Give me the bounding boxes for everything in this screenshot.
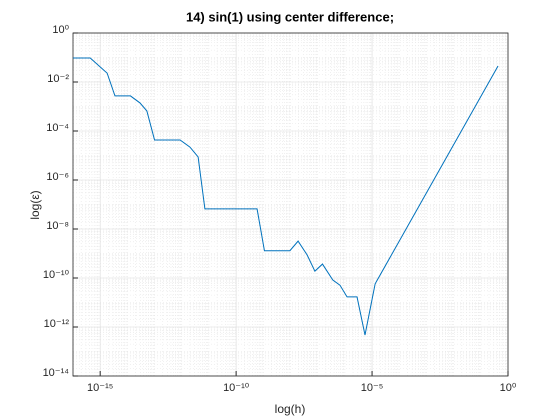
y-tick-label: 10⁻⁸ (46, 220, 69, 232)
y-tick-label: 10⁻¹⁴ (43, 367, 70, 379)
x-tick-label: 10⁻¹⁵ (87, 382, 113, 394)
x-tick-label: 10⁻⁵ (361, 382, 384, 394)
y-tick-label: 10⁰ (52, 24, 69, 36)
y-tick-label: 10⁻¹⁰ (43, 269, 70, 281)
plot-frame (72, 32, 509, 377)
y-tick-label: 10⁻⁶ (46, 171, 69, 183)
x-tick-label: 10⁰ (500, 382, 517, 394)
chart-title: 14) sin(1) using center difference; (186, 9, 394, 24)
x-axis-label: log(h) (275, 402, 306, 416)
y-axis-label: log(ε) (28, 190, 42, 219)
data-line (73, 57, 499, 336)
y-tick-label: 10⁻⁴ (46, 122, 69, 134)
y-tick-label: 10⁻² (47, 73, 69, 85)
x-tick-label: 10⁻¹⁰ (223, 382, 250, 394)
y-tick-label: 10⁻¹² (44, 318, 70, 330)
